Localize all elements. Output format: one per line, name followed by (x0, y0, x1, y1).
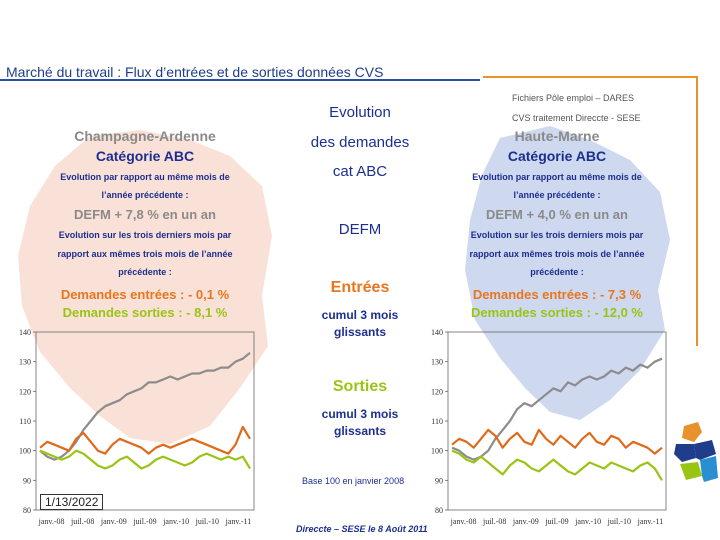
date-stamp: 1/13/2022 (40, 494, 104, 510)
haute-marne-chart: 80 90 100 110 120 130 140 janv.-08 juil.-08 janv.… (431, 328, 667, 526)
left-note-4: rapport aux mêmes trois mois de l’année (57, 249, 233, 259)
x-tick-label: janv.-10 (162, 517, 189, 526)
x-tick-label: juil.-08 (482, 517, 506, 526)
y-tick-label: 90 (23, 476, 31, 485)
x-tick-label: janv.-10 (574, 517, 601, 526)
left-defm-line: DEFM + 7,8 % en un an (74, 207, 216, 222)
right-region-name: Haute-Marne (514, 128, 600, 144)
right-entrees-line: Demandes entrées : - 7,3 % (472, 287, 642, 302)
x-tick-label: janv.-11 (637, 517, 664, 526)
left-region-name: Champagne-Ardenne (74, 128, 216, 144)
left-note-2: l’année précédente : (101, 190, 189, 200)
series-line-defm (39, 351, 251, 461)
center-sorties-sub-1: cumul 3 mois (321, 407, 399, 421)
series-line-entrees (451, 428, 663, 455)
right-note-4: rapport aux mêmes trois mois de l’année (469, 249, 645, 259)
haute-marne-map (465, 126, 670, 420)
center-cat-abc: cat ABC (332, 163, 388, 180)
y-tick-label: 90 (435, 476, 443, 485)
title-underline (0, 79, 480, 81)
series-line-sorties (451, 449, 663, 481)
y-tick-label: 110 (19, 417, 31, 426)
x-tick-label: janv.-09 (512, 517, 539, 526)
right-defm-line: DEFM + 4,0 % en un an (486, 207, 628, 222)
left-category: Catégorie ABC (95, 148, 195, 164)
center-entrees-sub-2: glissants (333, 325, 387, 339)
y-tick-label: 140 (431, 328, 443, 337)
right-note-5: précédente : (530, 267, 584, 277)
right-note-1: Evolution par rapport au même mois de (472, 172, 642, 182)
orange-frame-right (696, 76, 698, 346)
right-category: Catégorie ABC (507, 148, 607, 164)
right-note-2: l’année précédente : (513, 190, 601, 200)
center-sorties: Sorties (332, 378, 388, 395)
y-tick-label: 130 (431, 358, 443, 367)
series-line-sorties (39, 449, 251, 470)
left-note-5: précédente : (118, 267, 172, 277)
series-line-entrees (39, 425, 251, 455)
x-tick-label: juil.-10 (607, 517, 631, 526)
series-line-defm (451, 357, 663, 461)
y-tick-label: 120 (19, 387, 31, 396)
x-tick-label: juil.-09 (132, 517, 156, 526)
center-demandes: des demandes (310, 134, 410, 151)
right-sorties-line: Demandes sorties : - 12,0 % (471, 305, 643, 320)
y-tick-label: 80 (23, 506, 31, 515)
y-tick-label: 100 (19, 447, 31, 456)
x-tick-label: janv.-09 (100, 517, 127, 526)
champagne-ardenne-chart: 80 90 100 110 120 130 140 janv.-08 juil.-08 janv.… (19, 328, 255, 526)
y-tick-label: 110 (431, 417, 443, 426)
y-tick-label: 100 (431, 447, 443, 456)
champagne-ardenne-map (18, 130, 272, 444)
source-line-1: Fichiers Pôle emploi – DARES (512, 93, 635, 103)
plot-area (447, 331, 667, 511)
region-puzzle-logo (674, 422, 718, 482)
left-note-1: Evolution par rapport au même mois de (60, 172, 230, 182)
center-entrees: Entrées (330, 279, 390, 296)
left-sorties-line: Demandes sorties : - 8,1 % (62, 305, 228, 320)
base-note: Base 100 en janvier 2008 (302, 476, 405, 486)
left-entrees-line: Demandes entrées : - 0,1 % (60, 287, 230, 302)
y-tick-label: 120 (431, 387, 443, 396)
x-tick-label: juil.-08 (70, 517, 94, 526)
x-tick-label: juil.-10 (195, 517, 219, 526)
center-evolution: Evolution (329, 104, 391, 121)
footer-credit: Direccte – SESE le 8 Août 2011 (296, 524, 428, 534)
center-defm: DEFM (338, 221, 382, 238)
page-title: Marché du travail : Flux d’entrées et de… (6, 64, 384, 80)
center-entrees-sub-1: cumul 3 mois (321, 308, 399, 322)
x-tick-label: juil.-09 (544, 517, 568, 526)
left-note-3: Evolution sur les trois derniers mois pa… (58, 230, 232, 240)
center-sorties-sub-2: glissants (333, 424, 387, 438)
orange-frame-top (483, 76, 698, 78)
y-tick-label: 130 (19, 358, 31, 367)
y-tick-label: 140 (19, 328, 31, 337)
y-tick-label: 80 (435, 506, 443, 515)
right-note-3: Evolution sur les trois derniers mois pa… (470, 230, 644, 240)
x-tick-label: janv.-11 (225, 517, 252, 526)
plot-area (35, 331, 255, 511)
x-tick-label: janv.-08 (38, 517, 65, 526)
x-tick-label: janv.-08 (450, 517, 477, 526)
source-line-2: CVS traitement Direccte - SESE (512, 113, 641, 123)
